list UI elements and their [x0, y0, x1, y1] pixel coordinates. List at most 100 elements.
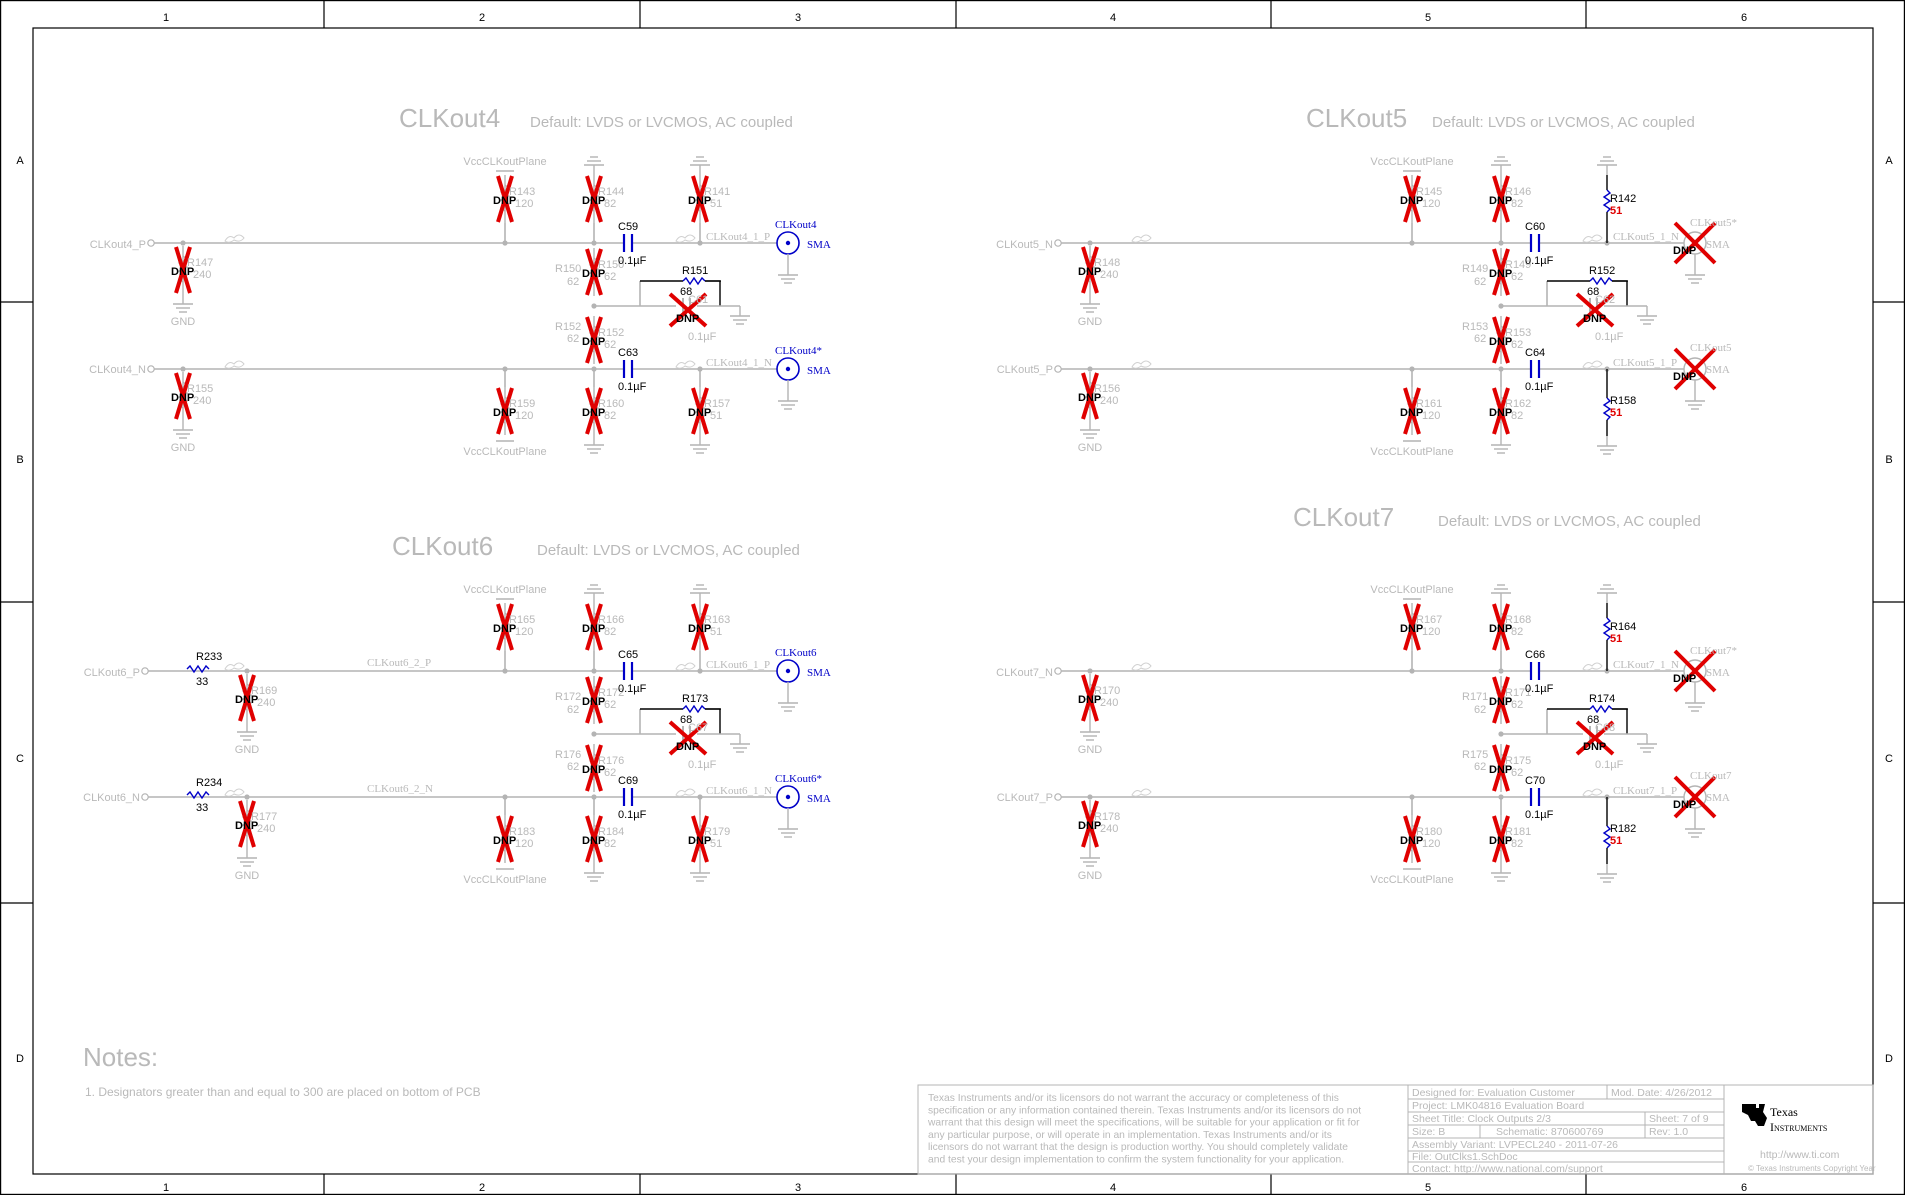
resistor-ref: R145: [1416, 186, 1442, 198]
resistor-body: [186, 664, 210, 674]
resistor-body: [1602, 825, 1612, 849]
dnp-label: DNP: [688, 835, 711, 847]
resistor-ref: R182: [1610, 823, 1636, 835]
dnp-label: DNP: [1489, 623, 1512, 635]
capacitor-value: 0.1µF: [1525, 683, 1554, 695]
dnp-cross: [1492, 316, 1510, 364]
dnp-label: DNP: [1078, 694, 1101, 706]
dnp-cross: [585, 603, 603, 651]
port-marker: [147, 365, 155, 373]
net-label: CLKout5_1_P: [1613, 357, 1677, 369]
resistor-ref: R150: [555, 263, 581, 275]
resistor-ref: R179: [704, 826, 730, 838]
dnp-label: DNP: [1078, 392, 1101, 404]
notes-title: Notes:: [83, 1042, 158, 1072]
junction-dot: [244, 794, 250, 800]
dnp-label: DNP: [1489, 195, 1512, 207]
resistor-value: 62: [567, 704, 579, 716]
resistor-value: 62: [604, 339, 616, 351]
disclaimer-line: licensors do not warrant that the design…: [928, 1142, 1348, 1153]
dnp-cross: [1492, 603, 1510, 651]
zone-col-top: 4: [1110, 12, 1116, 24]
resistor-value: 51: [1610, 205, 1622, 217]
resistor-value: 120: [515, 626, 533, 638]
vcc-label: VccCLKoutPlane: [1370, 584, 1453, 596]
capacitor-value: 0.1µF: [688, 759, 717, 771]
resistor-ref: R172: [598, 687, 624, 699]
dnp-cross: [585, 175, 603, 223]
logo-texas: Texas: [1770, 1105, 1798, 1119]
sma-ref: CLKout7: [1690, 770, 1732, 782]
resistor-value: 62: [567, 333, 579, 345]
resistor-value: 240: [1100, 823, 1118, 835]
vcc-label: VccCLKoutPlane: [1370, 874, 1453, 886]
dnp-label: DNP: [493, 835, 516, 847]
designed-for: Designed for: Evaluation Customer: [1412, 1087, 1575, 1099]
resistor-ref: R176: [555, 749, 581, 761]
resistor-value: 62: [604, 699, 616, 711]
junction-dot: [1087, 240, 1093, 246]
resistor-ref: R174: [1589, 693, 1615, 705]
disclaimer-line: and test your design implementation to c…: [928, 1155, 1344, 1166]
net-flag: [1582, 234, 1603, 243]
sheet-title: Sheet Title: Clock Outputs 2/3: [1412, 1113, 1551, 1125]
dnp-cross: [585, 316, 603, 364]
resistor-value: 82: [604, 838, 616, 850]
resistor-value: 68: [680, 286, 692, 298]
gnd-label: GND: [1078, 316, 1103, 328]
capacitor-ref: C62: [1595, 294, 1615, 306]
net-label: CLKout7_1_N: [1613, 659, 1679, 671]
dnp-label: DNP: [1489, 764, 1512, 776]
resistor-ref: R162: [1505, 398, 1531, 410]
port-label: CLKout4_P: [90, 239, 146, 251]
resistor-value: 240: [257, 697, 275, 709]
resistor-ref: R234: [196, 777, 222, 789]
resistor-value: 51: [710, 626, 722, 638]
block-note: Default: LVDS or LVCMOS, AC coupled: [1438, 513, 1701, 530]
net-flag: [1582, 662, 1603, 671]
dnp-label: DNP: [1400, 623, 1423, 635]
zone-col-top: 1: [163, 12, 169, 24]
vcc-label: VccCLKoutPlane: [463, 584, 546, 596]
resistor-value: 62: [604, 271, 616, 283]
port-label: CLKout6_N: [83, 792, 140, 804]
dnp-cross: [238, 800, 256, 848]
notes-line-1: 1. Designators greater than and equal to…: [85, 1085, 481, 1099]
contact: Contact: http://www.national.com/support: [1412, 1163, 1603, 1175]
resistor-ref: R160: [598, 398, 624, 410]
resistor-ref: R151: [682, 265, 708, 277]
port-marker: [1054, 365, 1062, 373]
assembly-variant: Assembly Variant: LVPECL240 - 2011-07-26: [1412, 1139, 1618, 1151]
port-marker: [141, 667, 149, 675]
dnp-cross: [691, 175, 709, 223]
resistor-value: 51: [710, 410, 722, 422]
dnp-label: DNP: [582, 195, 605, 207]
resistor-ref: R181: [1505, 826, 1531, 838]
capacitor-value: 0.1µF: [1525, 809, 1554, 821]
resistor-value: 120: [515, 198, 533, 210]
dnp-cross: [1492, 248, 1510, 296]
dnp-label: DNP: [582, 623, 605, 635]
resistor-ref: R144: [598, 186, 624, 198]
dnp-cross: [585, 676, 603, 724]
dnp-label: DNP: [582, 835, 605, 847]
net-label: CLKout6_2_P: [367, 657, 431, 669]
sma-pin: [785, 366, 791, 372]
clkout-block: CLKout4 Default: LVDS or LVCMOS, AC coupl…: [89, 103, 831, 458]
zone-row-right: D: [1885, 1053, 1893, 1065]
capacitor-ref: C68: [1595, 722, 1615, 734]
resistor-ref: R171: [1505, 687, 1531, 699]
resistor-body: [682, 276, 706, 286]
dnp-cross: [1575, 720, 1615, 756]
resistor-ref: R157: [704, 398, 730, 410]
zone-col-top: 2: [479, 12, 485, 24]
capacitor-value: 0.1µF: [618, 683, 647, 695]
dnp-cross: [691, 815, 709, 863]
resistor-value: 51: [1610, 835, 1622, 847]
resistor-value: 62: [1474, 761, 1486, 773]
resistor-body: [1589, 704, 1613, 714]
resistor-value: 240: [1100, 697, 1118, 709]
dnp-cross: [1673, 775, 1717, 819]
dnp-label: DNP: [171, 392, 194, 404]
